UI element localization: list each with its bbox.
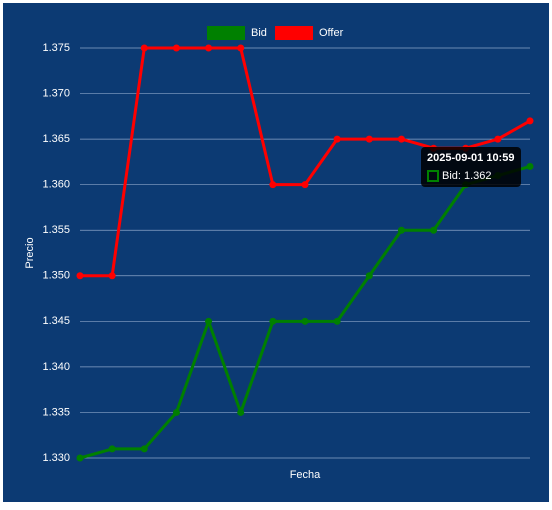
y-tick-label: 1.360 — [42, 179, 70, 191]
chart-background — [3, 3, 549, 502]
y-tick-label: 1.340 — [42, 361, 70, 373]
data-point — [140, 44, 148, 52]
data-point — [108, 272, 116, 280]
y-tick-label: 1.375 — [42, 42, 70, 54]
y-tick-label: 1.365 — [42, 133, 70, 145]
data-point — [172, 408, 180, 416]
legend-swatch — [207, 26, 245, 40]
data-point — [205, 44, 213, 52]
data-point — [205, 317, 213, 325]
tooltip-box — [421, 147, 521, 187]
data-point — [526, 117, 534, 125]
data-point — [365, 135, 373, 143]
data-point — [76, 272, 84, 280]
y-tick-label: 1.370 — [42, 87, 70, 99]
data-point — [397, 135, 405, 143]
tooltip-label: Bid: 1.362 — [442, 170, 492, 182]
data-point — [76, 454, 84, 462]
tooltip: 2025-09-01 10:59 Bid: 1.362 — [421, 147, 521, 187]
data-point — [333, 317, 341, 325]
legend-swatch — [275, 26, 313, 40]
data-point — [269, 181, 277, 189]
data-point — [301, 181, 309, 189]
data-point — [237, 44, 245, 52]
data-point — [526, 162, 534, 170]
legend-label: Bid — [251, 27, 267, 39]
y-tick-label: 1.350 — [42, 270, 70, 282]
data-point — [140, 445, 148, 453]
data-point — [494, 135, 502, 143]
data-point — [365, 272, 373, 280]
y-tick-label: 1.330 — [42, 452, 70, 464]
data-point — [108, 445, 116, 453]
y-tick-label: 1.355 — [42, 224, 70, 236]
y-tick-label: 1.345 — [42, 315, 70, 327]
data-point — [430, 226, 438, 234]
data-point — [172, 44, 180, 52]
y-axis-title: Precio — [24, 237, 36, 268]
data-point — [397, 226, 405, 234]
x-axis-title: Fecha — [290, 469, 321, 481]
data-point — [333, 135, 341, 143]
data-point — [269, 317, 277, 325]
tooltip-title: 2025-09-01 10:59 — [427, 152, 514, 164]
legend-label: Offer — [319, 27, 344, 39]
y-tick-label: 1.335 — [42, 406, 70, 418]
tooltip-swatch — [427, 170, 439, 182]
data-point — [237, 408, 245, 416]
data-point — [301, 317, 309, 325]
